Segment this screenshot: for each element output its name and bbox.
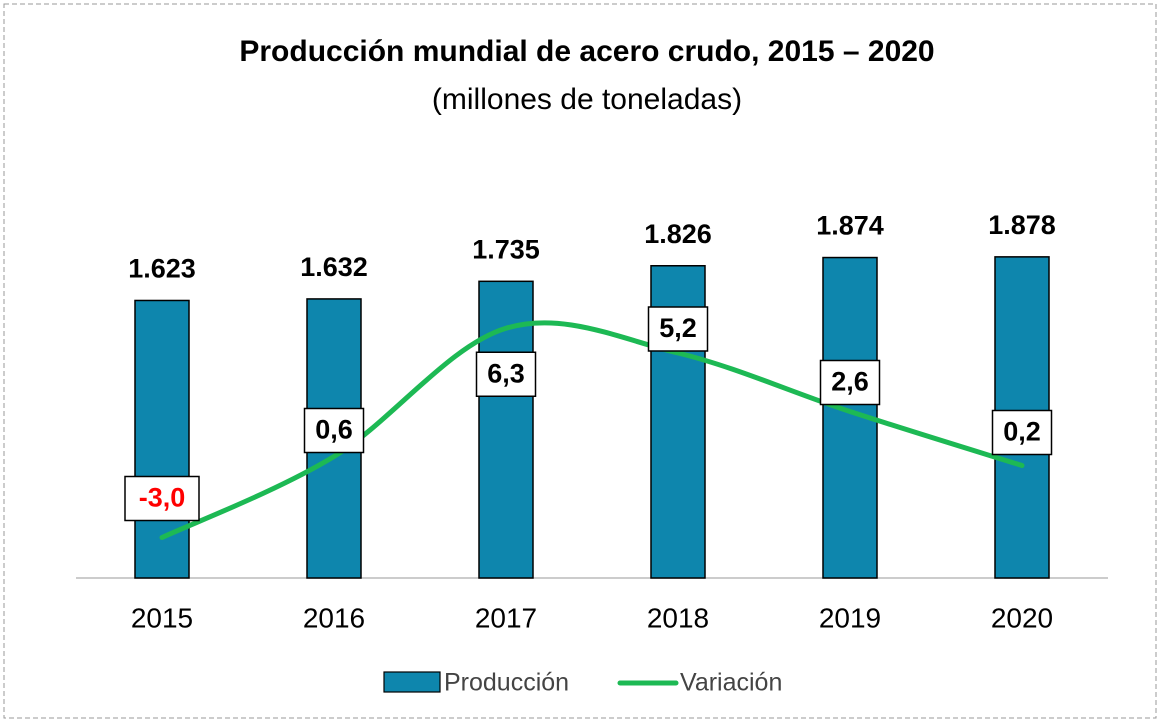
line-value-label: -3,0 <box>139 483 186 513</box>
line <box>159 320 1025 540</box>
x-tick-label: 2019 <box>819 602 881 633</box>
bar-value-label: 1.878 <box>988 210 1056 240</box>
frame <box>3 3 1157 719</box>
bar-value-label: 1.735 <box>472 234 540 264</box>
bar-value-label: 1.632 <box>300 252 368 282</box>
line-value-label: 5,2 <box>659 313 697 343</box>
legend-label: Producción <box>444 669 569 697</box>
line-label-box <box>303 407 365 454</box>
line-value-label: 6,3 <box>487 358 525 388</box>
x-tick-label: 2018 <box>647 602 709 633</box>
x-tick-label: 2015 <box>131 602 193 633</box>
bar-value-label: 1.623 <box>128 254 196 284</box>
line-label-box <box>647 306 709 352</box>
chart-subtitle: (millones de toneladas) <box>432 83 742 116</box>
x-tick-label: 2017 <box>475 602 537 633</box>
line-value-label: 2,6 <box>831 367 869 397</box>
line-label-box <box>124 475 200 522</box>
line-label-box <box>819 359 881 406</box>
line-value-label: 0,2 <box>1003 417 1041 447</box>
bar-value-label: 1.874 <box>816 211 884 241</box>
x-tick-label: 2016 <box>303 602 365 633</box>
line-label-box <box>991 409 1053 456</box>
line-value-label: 0,6 <box>315 415 353 445</box>
x-tick-label: 2020 <box>991 602 1053 633</box>
bar-value-label: 1.826 <box>644 219 712 249</box>
chart-title: Producción mundial de acero crudo, 2015 … <box>239 35 934 68</box>
legend-swatch <box>383 671 441 693</box>
legend-label: Variación <box>680 669 782 697</box>
line-label-box <box>475 351 537 397</box>
